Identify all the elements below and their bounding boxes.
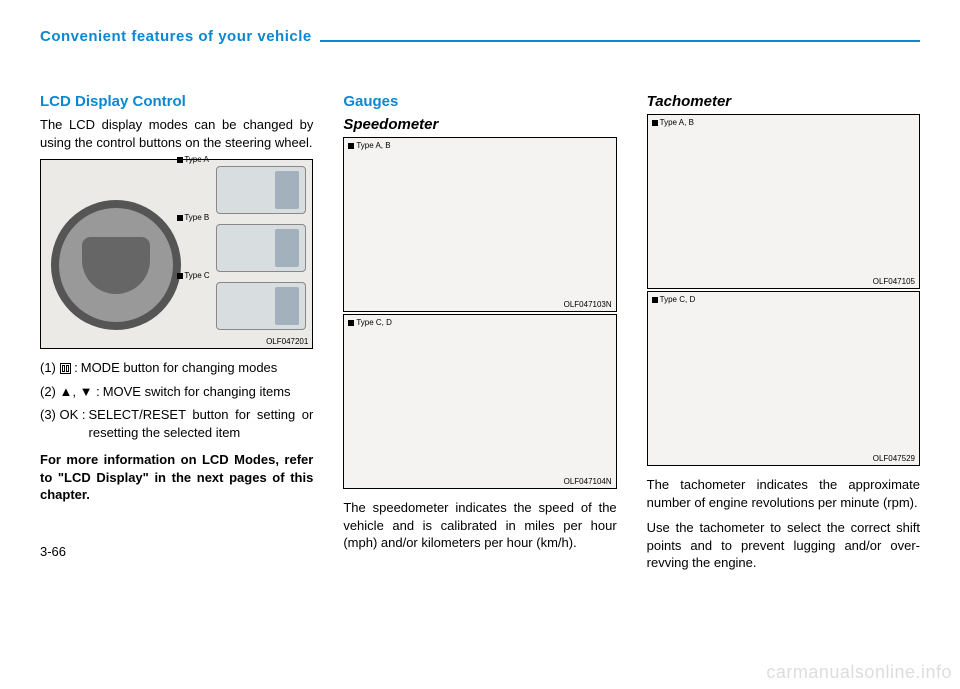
header-title: Convenient features of your vehicle <box>40 28 320 45</box>
page-number: 3-66 <box>40 544 313 559</box>
tachometer-text-2: Use the tachometer to select the correct… <box>647 519 920 572</box>
tach-fig1-code: OLF047105 <box>873 277 915 286</box>
header-rule <box>320 40 920 42</box>
tachometer-figure-cd: Type C, D OLF047529 <box>647 291 920 466</box>
lcd-note: For more information on LCD Modes, refer… <box>40 451 313 504</box>
lcd-intro-text: The LCD display modes can be changed by … <box>40 116 313 151</box>
speedo-fig2-tag: Type C, D <box>356 318 392 327</box>
lcd-display-heading: LCD Display Control <box>40 93 313 110</box>
type-c-label: Type C <box>184 271 209 280</box>
section-header: Convenient features of your vehicle <box>40 28 920 45</box>
control-item-3: (3) OK : SELECT/RESET button for setting… <box>40 406 313 441</box>
button-panel-type-c: Type C <box>216 282 306 330</box>
figure-code: OLF047201 <box>266 337 308 346</box>
watermark: carmanualsonline.info <box>766 662 952 683</box>
speedometer-figure-ab: Type A, B OLF047103N <box>343 137 616 312</box>
column-1: LCD Display Control The LCD display mode… <box>40 93 313 580</box>
speedometer-figure-cd: Type C, D OLF047104N <box>343 314 616 489</box>
speedometer-text: The speedometer indicates the speed of t… <box>343 499 616 552</box>
control-item-3-text: SELECT/RESET button for setting or reset… <box>86 406 314 441</box>
tachometer-text-1: The tachometer indicates the approximate… <box>647 476 920 511</box>
type-b-label: Type B <box>184 213 209 222</box>
speedometer-heading: Speedometer <box>343 116 616 133</box>
speedo-fig1-tag: Type A, B <box>356 141 390 150</box>
steering-wheel-icon <box>51 200 181 330</box>
gauges-heading: Gauges <box>343 93 616 110</box>
type-a-label: Type A <box>184 155 208 164</box>
mode-button-icon <box>60 363 71 374</box>
button-panel-type-a: Type A <box>216 166 306 214</box>
tachometer-figure-ab: Type A, B OLF047105 <box>647 114 920 289</box>
tachometer-heading: Tachometer <box>647 93 920 110</box>
column-3: Tachometer Type A, B OLF047105 Type C, D… <box>647 93 920 580</box>
tach-fig1-tag: Type A, B <box>660 118 694 127</box>
control-item-3-label: (3) OK : <box>40 406 86 441</box>
control-item-1-text: MODE button for changing modes <box>78 359 314 377</box>
control-item-1: (1) : MODE button for changing modes <box>40 359 313 377</box>
button-panel-type-b: Type B <box>216 224 306 272</box>
speedo-fig1-code: OLF047103N <box>564 300 612 309</box>
steering-wheel-figure: Type A Type B Type C OLF047201 <box>40 159 313 349</box>
control-item-2-text: MOVE switch for changing items <box>100 383 314 401</box>
tach-fig2-tag: Type C, D <box>660 295 696 304</box>
tach-fig2-code: OLF047529 <box>873 454 915 463</box>
control-item-2-label: (2) ▲, ▼ : <box>40 383 100 401</box>
control-item-2: (2) ▲, ▼ : MOVE switch for changing item… <box>40 383 313 401</box>
speedo-fig2-code: OLF047104N <box>564 477 612 486</box>
column-2: Gauges Speedometer Type A, B OLF047103N … <box>343 93 616 580</box>
